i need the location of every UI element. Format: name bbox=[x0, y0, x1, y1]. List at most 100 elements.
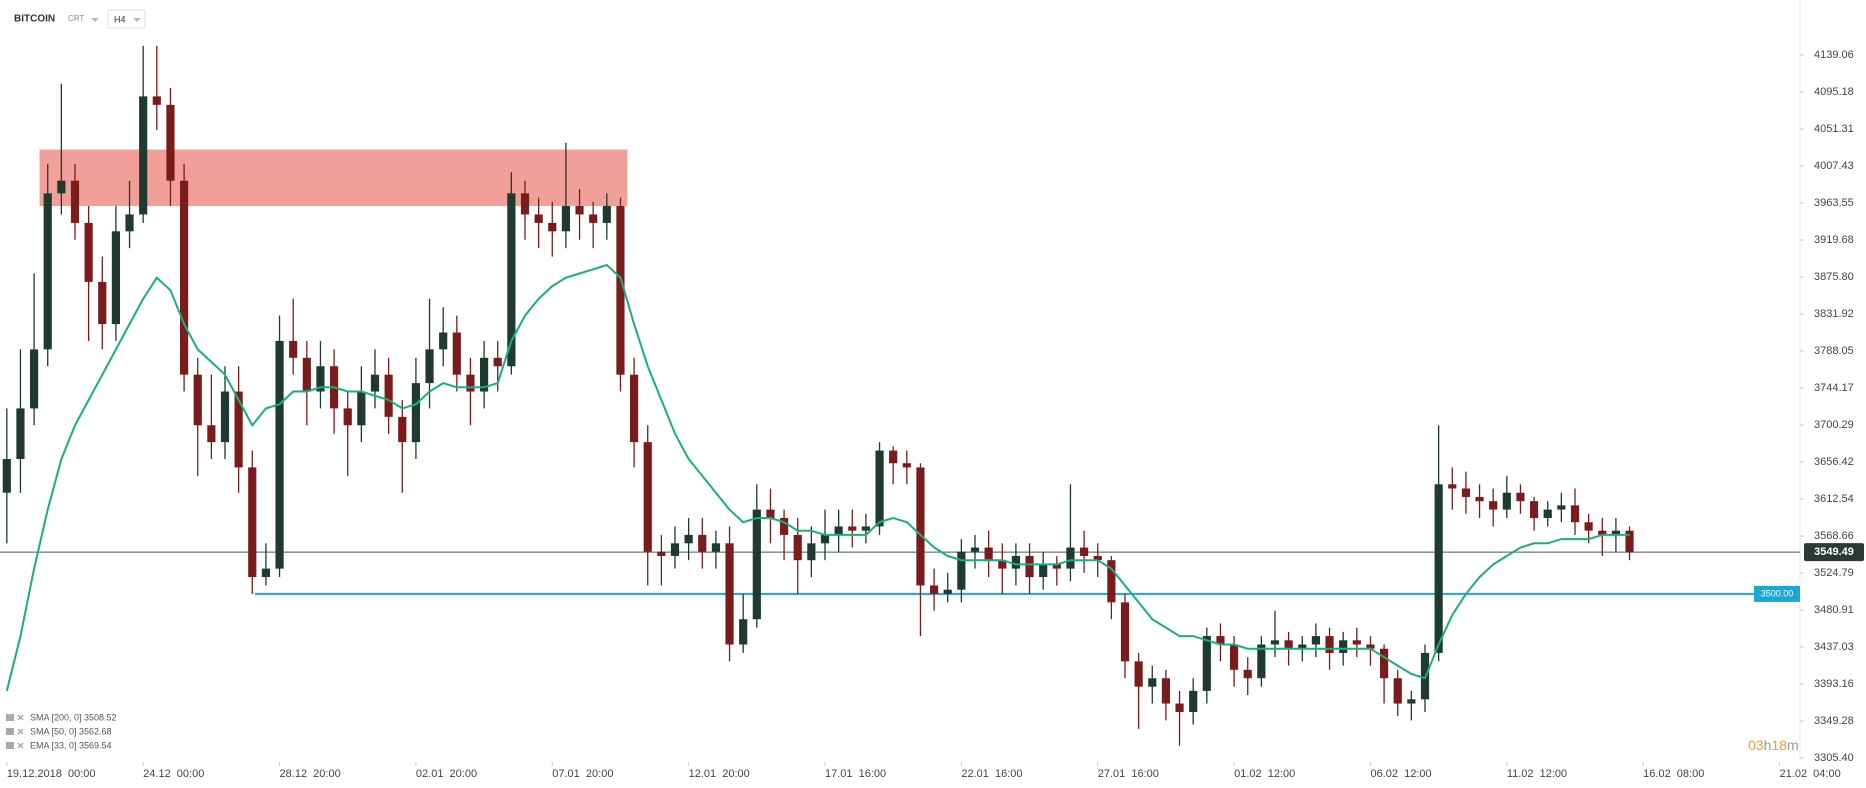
x-tick-label: 02.01 20:00 bbox=[416, 768, 477, 780]
candle-body bbox=[1584, 522, 1593, 531]
candle-body bbox=[57, 180, 66, 194]
candle-body bbox=[1475, 496, 1484, 502]
symbol: BITCOIN bbox=[14, 14, 55, 25]
candle-body bbox=[1161, 678, 1170, 704]
x-tick-label: 17.01 16:00 bbox=[825, 768, 886, 780]
candle-body bbox=[180, 180, 189, 375]
indicator-remove bbox=[17, 714, 24, 721]
candle-body bbox=[1434, 484, 1443, 653]
timer-part: 03 bbox=[1748, 737, 1764, 753]
y-tick-label: 4051.31 bbox=[1814, 123, 1854, 135]
candle-body bbox=[234, 391, 243, 468]
candle-body bbox=[207, 425, 216, 443]
candle-body bbox=[30, 349, 39, 409]
candle-body bbox=[1107, 560, 1116, 603]
y-tick-label: 3393.16 bbox=[1814, 678, 1854, 690]
candle-body bbox=[970, 547, 980, 552]
candle-body bbox=[630, 374, 639, 443]
indicator-remove bbox=[17, 728, 24, 735]
candle-body bbox=[725, 543, 734, 645]
candle-body bbox=[793, 534, 802, 561]
candle-body bbox=[1230, 644, 1239, 670]
candle-body bbox=[1448, 484, 1457, 489]
candle-body bbox=[616, 206, 625, 375]
support-label-box bbox=[1754, 585, 1800, 602]
x-tick-label: 28.12 20:00 bbox=[280, 768, 341, 780]
candle-body bbox=[1202, 636, 1211, 691]
candle-body bbox=[1339, 640, 1348, 653]
candle-body bbox=[1366, 644, 1375, 649]
dropdown-arrow[interactable] bbox=[133, 18, 141, 22]
candle-body bbox=[1189, 690, 1198, 712]
candle-body bbox=[1120, 602, 1130, 662]
candle-body bbox=[848, 526, 857, 531]
timeframe-box[interactable] bbox=[107, 9, 146, 29]
y-tick-label: 3349.28 bbox=[1814, 715, 1854, 727]
y-tick-label: 4139.06 bbox=[1814, 49, 1854, 61]
candle-body bbox=[670, 543, 680, 556]
candle-body bbox=[398, 416, 407, 443]
candle-body bbox=[684, 534, 693, 544]
candle-body bbox=[1489, 501, 1498, 510]
candle-body bbox=[1611, 530, 1620, 535]
x-tick-label: 24.12 00:00 bbox=[143, 768, 204, 780]
x-tick-label: 22.01 16:00 bbox=[961, 768, 1022, 780]
candle-body bbox=[248, 467, 257, 578]
candle-body bbox=[807, 543, 816, 561]
indicator-icon bbox=[6, 714, 14, 721]
candle-body bbox=[1039, 564, 1048, 578]
candle-body bbox=[1393, 678, 1402, 704]
subtitle[interactable]: CRT bbox=[68, 14, 84, 23]
x-tick-label: 11.02 12:00 bbox=[1507, 768, 1567, 780]
candle-body bbox=[261, 568, 270, 578]
y-tick-label: 3831.92 bbox=[1814, 308, 1854, 320]
candle-body bbox=[1557, 505, 1566, 510]
x-tick-label: 06.02 12:00 bbox=[1370, 768, 1431, 780]
candle-body bbox=[111, 231, 120, 325]
candle-body bbox=[602, 206, 611, 223]
last-price-label: 3549.49 bbox=[1814, 546, 1854, 558]
candle-body bbox=[166, 104, 175, 181]
candle-body bbox=[1502, 492, 1511, 510]
resistance-zone bbox=[39, 149, 628, 207]
candle-body bbox=[534, 214, 543, 223]
candle-body bbox=[943, 589, 952, 594]
dropdown-arrow[interactable] bbox=[91, 18, 99, 22]
timer-part: 18 bbox=[1771, 737, 1787, 753]
candle-body bbox=[1257, 644, 1266, 679]
candle-body bbox=[711, 543, 720, 552]
candle-body bbox=[1066, 547, 1075, 569]
candle-body bbox=[1352, 640, 1361, 645]
y-tick-label: 3788.05 bbox=[1814, 345, 1854, 357]
candle-body bbox=[1052, 564, 1061, 569]
timeframe[interactable]: H4 bbox=[114, 14, 126, 24]
candle-body bbox=[139, 96, 148, 215]
y-tick-label: 3875.80 bbox=[1814, 271, 1854, 283]
candle-body bbox=[439, 332, 448, 350]
candle-body bbox=[1011, 555, 1020, 569]
candle-body bbox=[16, 408, 25, 459]
candle-body bbox=[1243, 669, 1252, 679]
support-label: 3500.00 bbox=[1761, 588, 1794, 598]
x-tick-label: 21.02 04:00 bbox=[1780, 768, 1841, 780]
candle-body bbox=[343, 408, 352, 426]
candle-body bbox=[1407, 699, 1416, 704]
candle-body bbox=[370, 374, 380, 392]
candle-body bbox=[575, 206, 584, 215]
candle-body bbox=[1516, 492, 1525, 502]
candle-body bbox=[411, 383, 420, 443]
candle-body bbox=[1543, 509, 1552, 519]
candle-body bbox=[1325, 636, 1334, 653]
candle-body bbox=[1530, 501, 1539, 519]
candle-body bbox=[1598, 530, 1607, 535]
candle-body bbox=[316, 366, 325, 392]
candle-body bbox=[1175, 703, 1184, 712]
indicator-icon bbox=[6, 742, 14, 749]
candle-body bbox=[480, 357, 489, 392]
candle-body bbox=[466, 374, 475, 392]
candle-body bbox=[1080, 547, 1089, 556]
y-tick-label: 3612.54 bbox=[1814, 493, 1854, 505]
x-tick-label: 12.01 20:00 bbox=[689, 768, 750, 780]
candle-body bbox=[1625, 530, 1634, 553]
